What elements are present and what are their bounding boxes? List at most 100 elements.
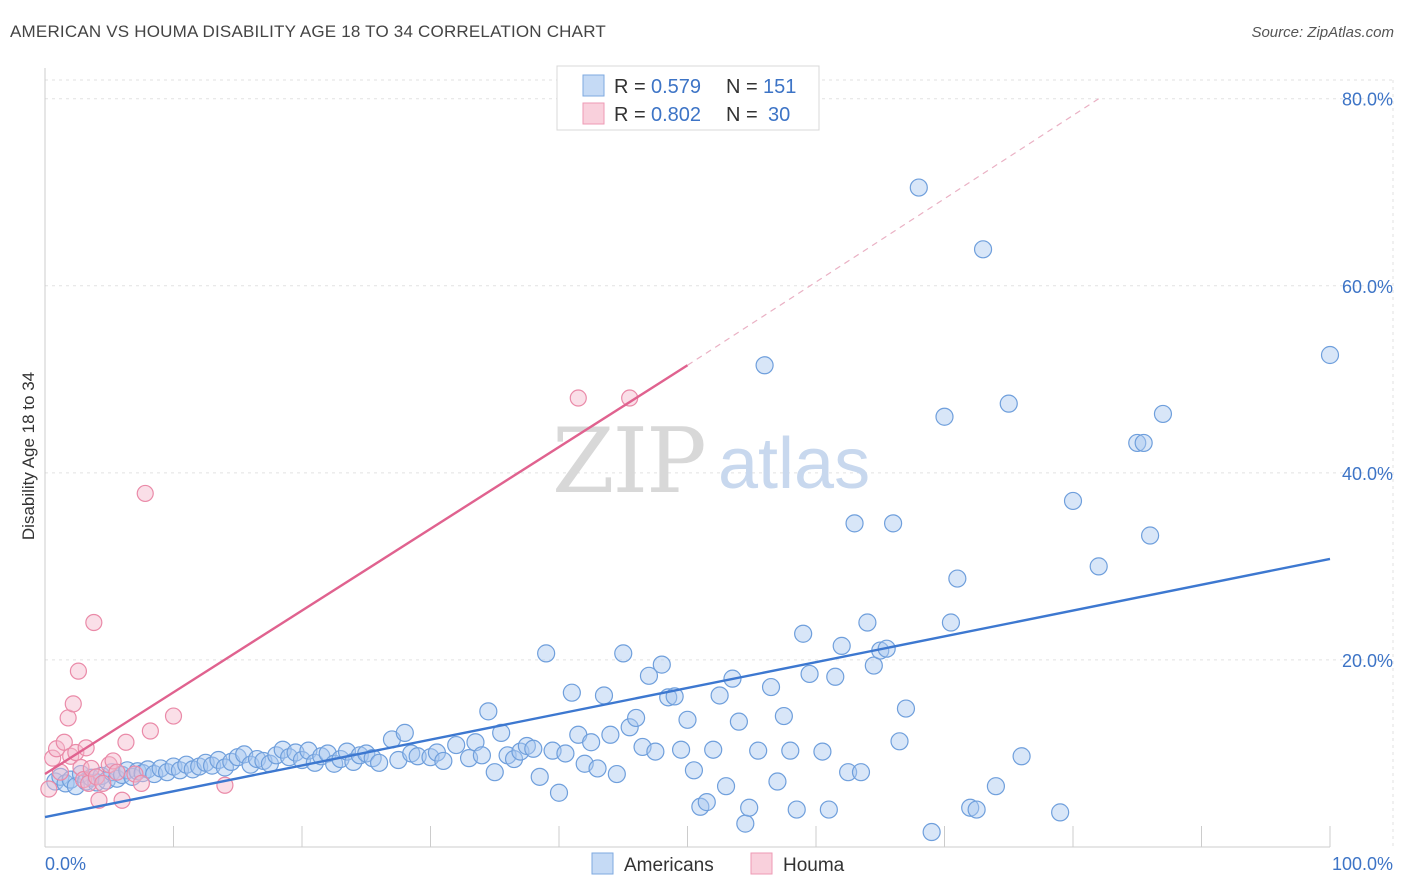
americans-point-102 [704, 740, 723, 759]
americans-point-141 [999, 394, 1018, 413]
americans-point-57 [395, 723, 414, 742]
legend-swatch-houma [582, 102, 605, 125]
americans-point-101 [697, 793, 716, 812]
americans-point-142 [1012, 747, 1031, 766]
americans-point-144 [1063, 491, 1083, 511]
americans-point-116 [794, 624, 813, 643]
bottom-legend-swatch-houma [750, 852, 773, 875]
americans-point-111 [761, 677, 781, 697]
houma-point-14 [82, 759, 100, 778]
americans-point-137 [961, 798, 980, 817]
houma-trendline [44, 364, 689, 776]
americans-point-120 [826, 667, 845, 686]
americans-point-109 [749, 741, 768, 760]
houma-point-28 [164, 707, 183, 725]
americans-point-134 [935, 407, 954, 426]
americans-point-149 [1153, 404, 1173, 424]
houma-point-27 [141, 722, 159, 740]
americans-point-84 [588, 759, 607, 778]
americans-point-104 [716, 777, 736, 796]
legend-bottom: Americans Houma [591, 852, 845, 876]
americans-point-86 [601, 725, 620, 744]
americans-point-94 [652, 655, 671, 674]
americans-point-80 [562, 683, 581, 702]
americans-point-148 [1140, 526, 1160, 545]
americans-point-76 [537, 644, 556, 663]
americans-point-112 [768, 772, 787, 791]
legend-r-value-houma: 0.802 [651, 104, 701, 126]
americans-point-115 [787, 800, 806, 819]
tick-labels: 20.0% 40.0% 60.0% 80.0% 0.0% 100.0% [45, 90, 1393, 874]
x-tick-label-end: 100.0% [1332, 854, 1393, 874]
houma-point-9 [69, 662, 88, 680]
americans-point-108 [740, 798, 759, 817]
y-tick-label-2: 60.0% [1342, 277, 1393, 297]
americans-point-88 [614, 644, 633, 663]
americans-point-138 [967, 800, 986, 819]
americans-point-129 [883, 514, 903, 533]
watermark-atlas: atlas [718, 424, 870, 504]
americans-point-150 [1320, 345, 1340, 365]
x-tick-label-start: 0.0% [45, 854, 86, 874]
americans-point-110 [755, 356, 774, 375]
houma-point-0 [40, 780, 58, 798]
houma-point-21 [108, 763, 126, 781]
watermark: ZIP atlas [552, 409, 870, 514]
houma-point-26 [136, 484, 154, 503]
americans-point-74 [524, 739, 543, 758]
y-tick-label-3: 80.0% [1342, 90, 1393, 110]
americans-point-98 [678, 710, 697, 729]
houma-point-30 [569, 389, 587, 407]
americans-point-68 [485, 763, 504, 782]
bottom-legend-label-houma: Houma [783, 855, 845, 876]
legend-r-label-houma: R = [614, 104, 646, 126]
americans-point-125 [858, 613, 877, 632]
americans-point-122 [839, 763, 858, 782]
legend-n-label-houma: N = [726, 104, 758, 126]
americans-point-65 [466, 733, 485, 752]
americans-point-118 [813, 742, 832, 761]
houma-point-25 [132, 774, 150, 792]
legend-n-value-americans: 151 [763, 76, 796, 98]
watermark-zip: ZIP [552, 409, 705, 514]
houma-point-20 [104, 752, 122, 770]
americans-point-83 [582, 733, 601, 752]
americans-point-89 [620, 718, 639, 737]
americans-point-145 [1089, 557, 1108, 576]
americans-point-62 [434, 751, 453, 771]
americans-point-121 [832, 636, 851, 655]
americans-point-146 [1128, 433, 1147, 453]
bottom-legend-label-americans: Americans [624, 855, 714, 876]
y-tick-label-0: 20.0% [1342, 651, 1393, 671]
americans-point-87 [607, 764, 626, 784]
americans-point-54 [370, 753, 389, 772]
americans-point-85 [594, 686, 614, 705]
legend-top: R = 0.579 N = 151 R = 0.802 N = 30 [556, 65, 820, 131]
series-houma [40, 389, 639, 809]
americans-point-93 [646, 742, 665, 761]
americans-point-67 [479, 702, 498, 721]
houma-point-7 [64, 695, 82, 713]
americans-point-113 [774, 706, 793, 726]
americans-point-123 [845, 514, 864, 533]
houma-point-4 [55, 733, 73, 751]
legend-r-label-americans: R = [614, 76, 646, 98]
houma-point-16 [87, 768, 106, 786]
series-americans [46, 178, 1340, 842]
americans-point-90 [626, 708, 646, 728]
source-credit: Source: ZipAtlas.com [1251, 24, 1394, 41]
americans-trendline [44, 557, 1331, 819]
americans-point-75 [530, 767, 549, 786]
americans-point-132 [909, 178, 928, 197]
legend-swatch-americans [582, 74, 605, 97]
houma-point-15 [85, 613, 103, 632]
americans-point-97 [671, 740, 691, 759]
americans-point-92 [639, 666, 659, 685]
americans-point-131 [896, 699, 916, 718]
americans-point-79 [556, 744, 575, 763]
houma-point-23 [117, 733, 135, 751]
americans-point-114 [781, 741, 800, 760]
americans-point-78 [549, 783, 569, 802]
americans-point-139 [973, 240, 993, 259]
axes [44, 68, 1331, 848]
